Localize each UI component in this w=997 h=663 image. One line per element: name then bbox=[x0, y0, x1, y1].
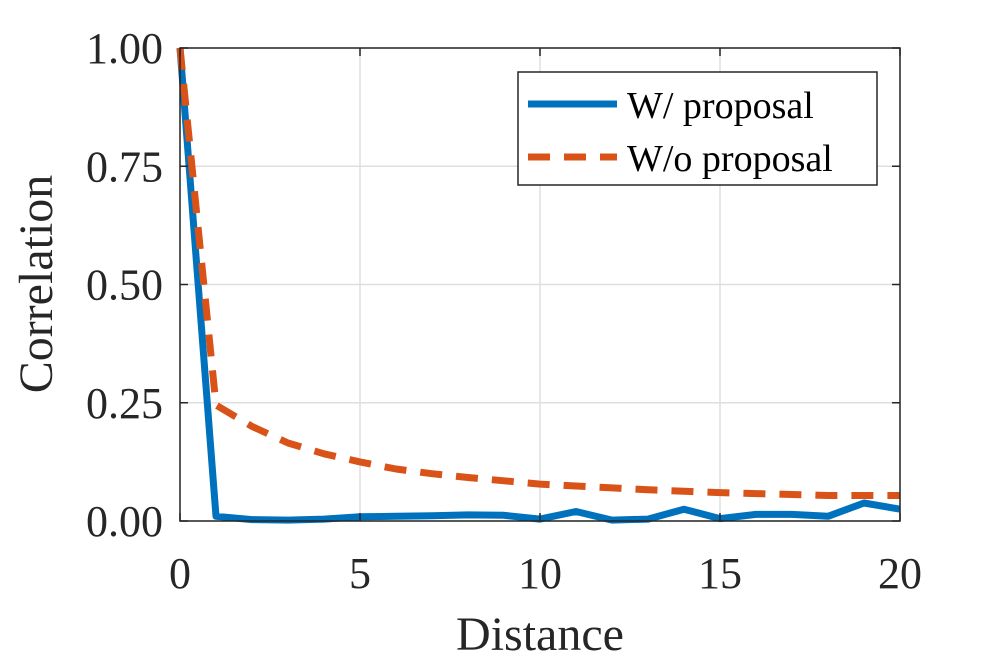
x-tick-label: 5 bbox=[349, 549, 371, 598]
legend-label-wo-proposal: W/o proposal bbox=[627, 138, 833, 180]
y-tick-label: 0.75 bbox=[86, 142, 163, 191]
legend: W/ proposal W/o proposal bbox=[517, 71, 878, 186]
y-tick-label: 1.00 bbox=[86, 24, 163, 73]
y-tick-label: 0.00 bbox=[86, 497, 163, 546]
x-tick-labels: 0 5 10 15 20 bbox=[169, 549, 922, 598]
legend-label-w-proposal: W/ proposal bbox=[627, 85, 814, 127]
y-tick-label: 0.50 bbox=[86, 261, 163, 310]
legend-box bbox=[517, 71, 878, 186]
x-axis-title: Distance bbox=[456, 608, 624, 661]
y-tick-labels: 0.00 0.25 0.50 0.75 1.00 bbox=[86, 24, 163, 546]
x-tick-label: 15 bbox=[698, 549, 742, 598]
x-tick-label: 20 bbox=[878, 549, 922, 598]
x-tick-label: 0 bbox=[169, 549, 191, 598]
x-tick-label: 10 bbox=[518, 549, 562, 598]
axis-ticks bbox=[179, 47, 901, 522]
y-axis-title: Correlation bbox=[10, 175, 63, 394]
y-tick-label: 0.25 bbox=[86, 379, 163, 428]
